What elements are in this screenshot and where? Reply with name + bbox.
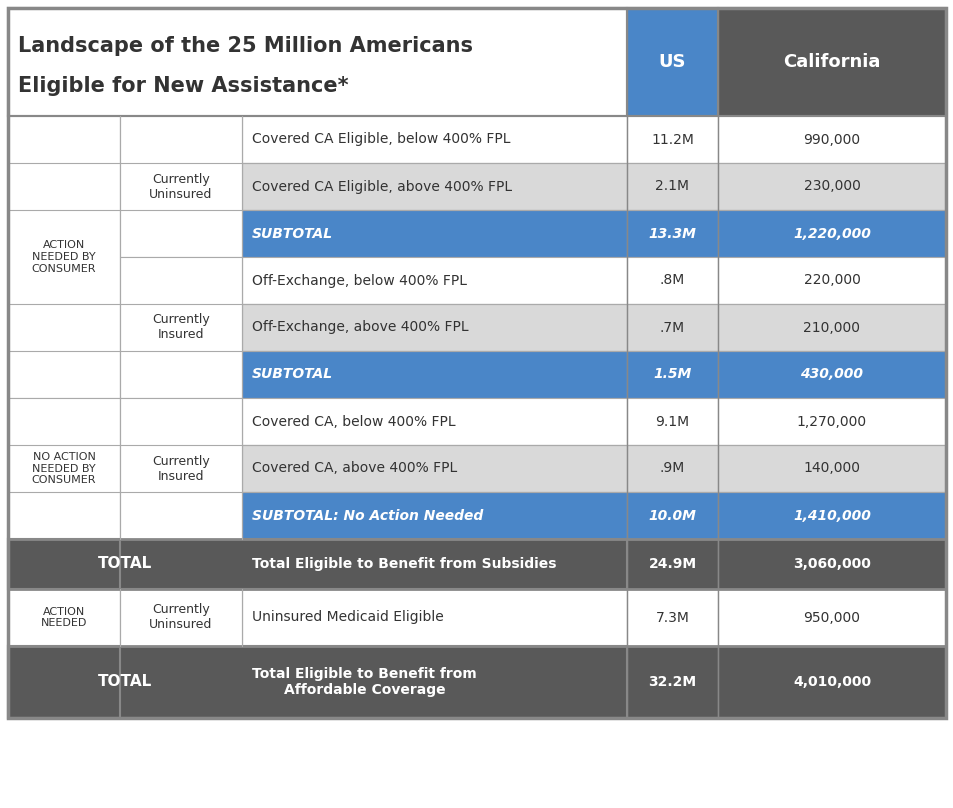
Bar [626, 304, 718, 351]
Bar [626, 163, 718, 210]
Bar [120, 589, 242, 646]
Bar [242, 492, 626, 539]
Text: TOTAL: TOTAL [98, 675, 152, 689]
Bar [242, 351, 626, 398]
Text: 10.0M: 10.0M [648, 508, 696, 523]
Bar [718, 589, 945, 646]
Text: SUBTOTAL: SUBTOTAL [252, 226, 333, 241]
Text: 1,220,000: 1,220,000 [792, 226, 870, 241]
Text: Currently
Uninsured: Currently Uninsured [150, 172, 213, 200]
Text: 11.2M: 11.2M [650, 133, 693, 146]
Text: 230,000: 230,000 [802, 179, 860, 193]
Text: 430,000: 430,000 [800, 368, 862, 381]
Bar [718, 163, 945, 210]
Bar [626, 257, 718, 304]
Bar [8, 398, 120, 539]
Bar [718, 539, 945, 589]
Bar [626, 492, 718, 539]
Bar [242, 589, 626, 646]
Bar [718, 8, 945, 116]
Text: Eligible for New Assistance*: Eligible for New Assistance* [18, 76, 348, 96]
Text: Currently
Insured: Currently Insured [152, 314, 210, 342]
Bar [718, 445, 945, 492]
Bar [718, 351, 945, 398]
Text: 4,010,000: 4,010,000 [792, 675, 870, 689]
Text: Off-Exchange, above 400% FPL: Off-Exchange, above 400% FPL [252, 321, 468, 335]
Text: Off-Exchange, below 400% FPL: Off-Exchange, below 400% FPL [252, 273, 467, 288]
Bar [626, 589, 718, 646]
Text: .9M: .9M [659, 461, 684, 475]
Text: Currently
Insured: Currently Insured [152, 454, 210, 482]
Bar [718, 116, 945, 163]
Bar [626, 116, 718, 163]
Text: 9.1M: 9.1M [655, 415, 689, 428]
Text: Covered CA, below 400% FPL: Covered CA, below 400% FPL [252, 415, 456, 428]
Bar [8, 646, 626, 718]
Bar [718, 646, 945, 718]
Text: 13.3M: 13.3M [648, 226, 696, 241]
Bar [8, 116, 120, 398]
Text: 7.3M: 7.3M [655, 611, 689, 625]
Text: 1,410,000: 1,410,000 [792, 508, 870, 523]
Bar [718, 304, 945, 351]
Text: US: US [659, 53, 685, 71]
Bar [242, 304, 626, 351]
Text: 32.2M: 32.2M [648, 675, 696, 689]
Text: .8M: .8M [659, 273, 684, 288]
Bar [718, 492, 945, 539]
Bar [242, 163, 626, 210]
Bar [626, 398, 718, 445]
Text: California: California [782, 53, 880, 71]
Text: 220,000: 220,000 [802, 273, 860, 288]
Bar [626, 210, 718, 257]
Bar [8, 646, 120, 718]
Text: .7M: .7M [659, 321, 684, 335]
Bar [242, 445, 626, 492]
Text: Total Eligible to Benefit from Subsidies: Total Eligible to Benefit from Subsidies [252, 557, 556, 571]
Bar [242, 398, 626, 445]
Text: 2.1M: 2.1M [655, 179, 689, 193]
Bar [8, 8, 626, 116]
Text: 3,060,000: 3,060,000 [792, 557, 870, 571]
Bar [626, 539, 718, 589]
Text: Covered CA Eligible, above 400% FPL: Covered CA Eligible, above 400% FPL [252, 179, 512, 193]
Text: 140,000: 140,000 [802, 461, 860, 475]
Bar [242, 210, 626, 257]
Text: ACTION
NEEDED BY
CONSUMER: ACTION NEEDED BY CONSUMER [31, 241, 96, 274]
Text: ACTION
NEEDED: ACTION NEEDED [41, 607, 87, 629]
Text: Currently
Uninsured: Currently Uninsured [150, 604, 213, 632]
Bar [120, 116, 242, 257]
Bar [120, 257, 242, 398]
Text: Uninsured Medicaid Eligible: Uninsured Medicaid Eligible [252, 611, 443, 625]
Bar [718, 257, 945, 304]
Text: Covered CA Eligible, below 400% FPL: Covered CA Eligible, below 400% FPL [252, 133, 510, 146]
Bar [8, 539, 120, 589]
Text: Total Eligible to Benefit from
Affordable Coverage: Total Eligible to Benefit from Affordabl… [252, 667, 476, 697]
Bar [8, 539, 626, 589]
Text: 1,270,000: 1,270,000 [796, 415, 866, 428]
Text: SUBTOTAL: No Action Needed: SUBTOTAL: No Action Needed [252, 508, 483, 523]
Text: TOTAL: TOTAL [98, 557, 152, 571]
Text: 24.9M: 24.9M [648, 557, 696, 571]
Text: SUBTOTAL: SUBTOTAL [252, 368, 333, 381]
Text: 950,000: 950,000 [802, 611, 860, 625]
Bar [8, 8, 945, 718]
Bar [626, 445, 718, 492]
Bar [8, 589, 120, 646]
Text: 210,000: 210,000 [802, 321, 860, 335]
Text: NO ACTION
NEEDED BY
CONSUMER: NO ACTION NEEDED BY CONSUMER [31, 452, 96, 485]
Text: 990,000: 990,000 [802, 133, 860, 146]
Bar [718, 210, 945, 257]
Text: Covered CA, above 400% FPL: Covered CA, above 400% FPL [252, 461, 456, 475]
Bar [242, 257, 626, 304]
Text: 1.5M: 1.5M [653, 368, 691, 381]
Bar [626, 646, 718, 718]
Bar [120, 398, 242, 539]
Bar [718, 398, 945, 445]
Bar [242, 116, 626, 163]
Text: Landscape of the 25 Million Americans: Landscape of the 25 Million Americans [18, 36, 473, 56]
Bar [626, 8, 718, 116]
Bar [626, 351, 718, 398]
